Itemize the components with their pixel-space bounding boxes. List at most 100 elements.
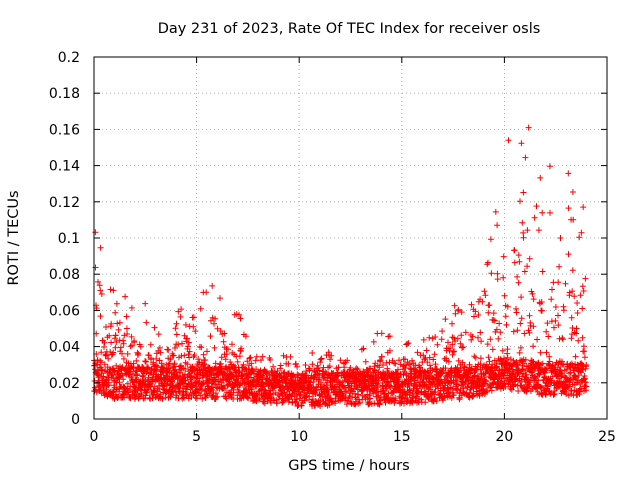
data-point	[469, 333, 476, 340]
data-point	[120, 340, 127, 347]
data-point	[212, 315, 219, 322]
data-point	[120, 355, 127, 362]
data-point	[537, 349, 544, 356]
data-point	[150, 359, 157, 366]
data-point	[574, 310, 581, 316]
data-point	[567, 369, 574, 376]
data-point	[184, 343, 191, 350]
data-point	[449, 320, 455, 327]
data-point	[223, 351, 230, 358]
x-tick-label: 0	[90, 429, 99, 445]
data-point	[309, 361, 316, 368]
data-point	[521, 330, 528, 337]
data-point	[449, 351, 456, 358]
data-point	[322, 368, 329, 375]
data-point	[493, 326, 500, 333]
data-point	[111, 335, 118, 342]
data-point	[424, 359, 431, 366]
x-axis-label: GPS time / hours	[288, 458, 409, 474]
data-point	[197, 392, 204, 399]
data-point	[570, 216, 577, 223]
data-point	[569, 267, 576, 274]
data-point	[112, 332, 119, 339]
data-point	[98, 291, 105, 297]
data-point	[548, 296, 555, 303]
data-point	[522, 154, 529, 161]
data-point	[569, 288, 576, 295]
data-point	[520, 189, 527, 196]
data-point	[258, 357, 264, 364]
data-point	[485, 259, 491, 266]
data-point	[306, 365, 313, 372]
x-tick-label: 25	[598, 429, 616, 445]
data-point	[107, 286, 114, 293]
data-point	[156, 385, 163, 392]
data-point	[499, 347, 506, 354]
data-point	[525, 124, 532, 131]
data-point	[535, 227, 542, 234]
data-point	[402, 356, 408, 363]
data-point	[478, 338, 485, 345]
data-point	[543, 349, 550, 356]
data-point	[567, 377, 574, 384]
y-tick-label: 0.18	[49, 86, 80, 102]
data-point	[332, 384, 339, 391]
data-point	[518, 315, 525, 322]
data-point	[186, 354, 193, 361]
data-point	[502, 313, 509, 320]
data-point	[211, 344, 218, 351]
data-point	[123, 313, 130, 320]
data-point	[127, 343, 134, 350]
data-point	[253, 398, 260, 404]
data-point	[568, 314, 575, 321]
data-point	[185, 351, 192, 358]
data-point	[173, 331, 180, 338]
data-point	[396, 357, 402, 364]
data-point	[438, 336, 445, 343]
y-tick-label: 0	[71, 412, 80, 428]
data-point	[559, 336, 566, 343]
data-point	[209, 282, 216, 289]
data-point	[237, 381, 244, 388]
data-point	[356, 399, 363, 406]
data-point	[477, 355, 484, 362]
data-point	[565, 205, 572, 212]
data-point	[556, 263, 563, 270]
data-point	[481, 288, 488, 295]
data-point	[138, 391, 145, 398]
data-point	[137, 343, 144, 350]
data-point	[207, 333, 214, 340]
data-point	[234, 358, 241, 365]
data-point	[577, 381, 584, 388]
data-point	[565, 251, 572, 258]
data-point	[513, 309, 520, 316]
data-point	[247, 354, 254, 361]
data-point	[530, 323, 537, 330]
data-point	[515, 279, 522, 286]
data-point	[451, 348, 458, 355]
data-point	[534, 336, 541, 343]
data-point	[236, 353, 243, 360]
data-point	[386, 333, 393, 340]
data-point	[143, 319, 150, 326]
x-tick-label: 5	[192, 429, 201, 445]
data-point	[325, 390, 332, 397]
data-point	[516, 258, 523, 265]
data-point	[539, 307, 545, 314]
data-point	[203, 289, 210, 296]
data-point	[578, 229, 585, 236]
data-point	[392, 360, 399, 367]
x-tick-labels: 0 5 10 15 20 25	[90, 429, 616, 445]
data-point	[468, 301, 475, 308]
data-point	[119, 350, 125, 357]
data-point	[105, 355, 112, 362]
data-point	[177, 313, 184, 320]
data-point	[290, 373, 297, 380]
data-point	[583, 383, 590, 390]
data-point	[375, 384, 382, 391]
data-point	[477, 329, 484, 336]
data-point	[292, 399, 299, 406]
data-point	[562, 280, 569, 287]
data-point	[217, 328, 224, 334]
data-point	[177, 369, 184, 376]
